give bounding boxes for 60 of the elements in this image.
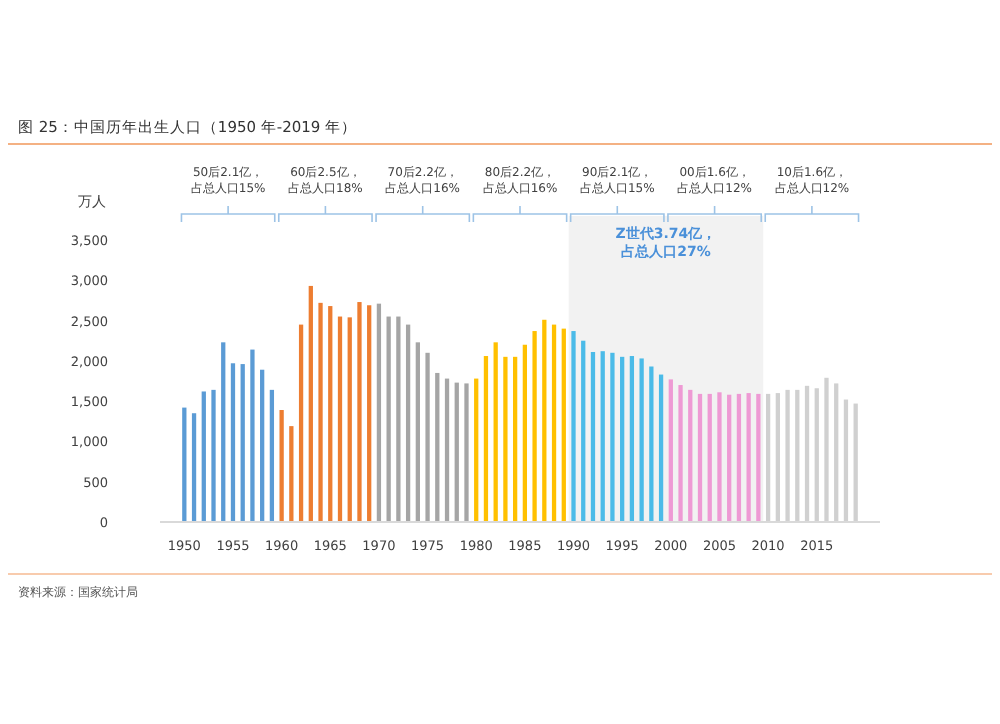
bar <box>727 394 732 522</box>
bar <box>298 324 304 522</box>
bar <box>201 391 206 522</box>
bar <box>668 379 673 522</box>
bar <box>386 316 391 522</box>
bar <box>191 413 197 522</box>
bar <box>337 316 343 522</box>
bar <box>328 306 333 522</box>
bar <box>444 378 450 522</box>
bar <box>405 324 411 522</box>
bar <box>503 356 508 522</box>
bar <box>542 319 547 522</box>
bar <box>415 342 420 522</box>
bar <box>318 302 323 522</box>
bar <box>649 366 654 522</box>
bar <box>493 342 498 522</box>
bar <box>367 305 372 522</box>
bar <box>483 356 489 522</box>
bar <box>279 410 284 522</box>
bar <box>454 382 459 522</box>
bar <box>561 328 566 522</box>
bar <box>347 317 352 522</box>
bar <box>357 302 362 522</box>
bar <box>376 303 382 522</box>
bar <box>289 426 294 522</box>
bar <box>240 364 245 522</box>
bar <box>269 389 275 522</box>
bar <box>620 356 625 522</box>
bar <box>581 340 586 522</box>
bar <box>512 356 518 522</box>
bar <box>736 393 742 522</box>
bar <box>746 393 751 522</box>
bar <box>697 393 703 522</box>
bar <box>678 385 683 522</box>
bar <box>756 393 761 522</box>
bar <box>600 351 605 522</box>
bar <box>182 407 187 522</box>
bar <box>658 374 664 522</box>
bar <box>396 316 401 522</box>
bar <box>474 378 479 522</box>
bar <box>688 389 693 522</box>
bar <box>522 344 528 522</box>
bar <box>435 372 440 522</box>
bar <box>571 331 576 522</box>
bar <box>250 349 255 522</box>
bar <box>590 351 596 522</box>
bar <box>260 369 265 522</box>
bar <box>464 383 469 522</box>
bar <box>629 356 635 522</box>
bar <box>211 389 216 522</box>
bar <box>425 352 430 522</box>
bar <box>610 352 615 522</box>
bar <box>221 342 226 522</box>
bar <box>308 285 313 522</box>
bar <box>717 392 722 522</box>
bar <box>551 324 557 522</box>
bar <box>230 363 236 522</box>
bar <box>639 358 644 522</box>
bar <box>532 331 537 522</box>
bar <box>707 393 712 522</box>
